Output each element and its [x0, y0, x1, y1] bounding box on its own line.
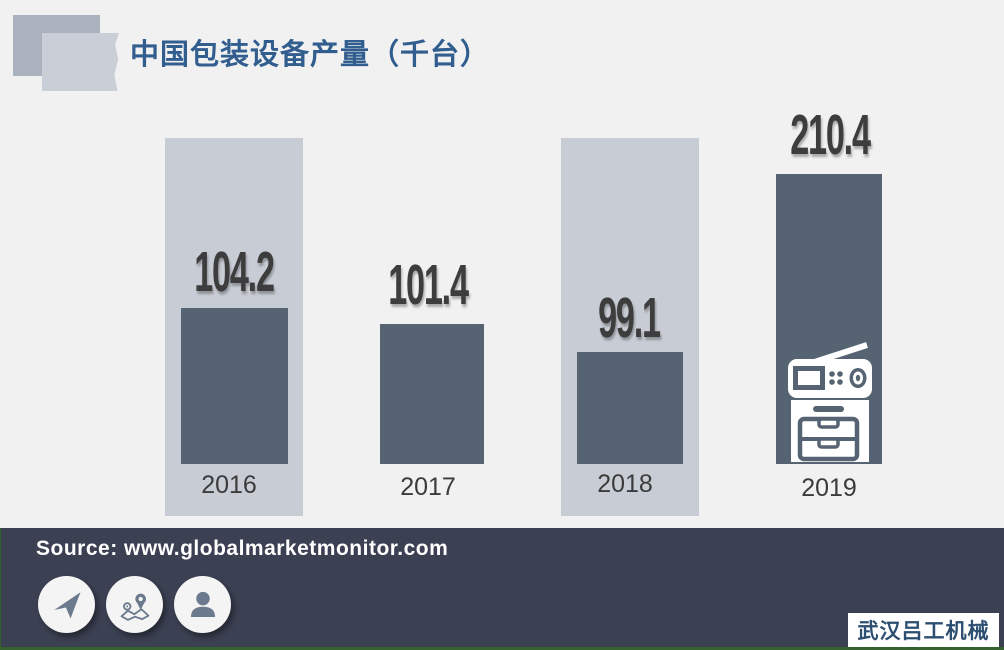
axis-label-2017: 2017 [400, 473, 456, 501]
title-decoration-front-square [42, 33, 119, 91]
user-icon [190, 591, 215, 617]
bar-2016 [181, 308, 288, 464]
value-label-2019: 210.4 [790, 103, 871, 167]
source-text: Source: www.globalmarketmonitor.com [36, 537, 449, 560]
footer: Source: www.globalmarketmonitor.com [0, 528, 1004, 650]
navigation-button [38, 576, 95, 633]
page-title: 中国包装设备产量（千台） [130, 39, 491, 71]
bar-2018 [577, 352, 683, 464]
value-label-2016: 104.2 [194, 240, 275, 304]
profile-button [174, 576, 231, 633]
printer-icon [788, 342, 872, 462]
watermark-text: 武汉吕工机械 [857, 620, 990, 643]
value-label-2018: 99.1 [598, 286, 661, 350]
axis-label-2019: 2019 [801, 474, 857, 502]
map-button [106, 576, 163, 633]
value-label-2017: 101.4 [388, 253, 469, 317]
axis-label-2018: 2018 [597, 470, 653, 498]
navigation-icon [53, 591, 80, 618]
map-pin-icon [120, 593, 149, 621]
watermark-badge: 武汉吕工机械 [848, 613, 999, 647]
bar-2017 [380, 324, 484, 464]
axis-label-2016: 2016 [201, 471, 257, 499]
